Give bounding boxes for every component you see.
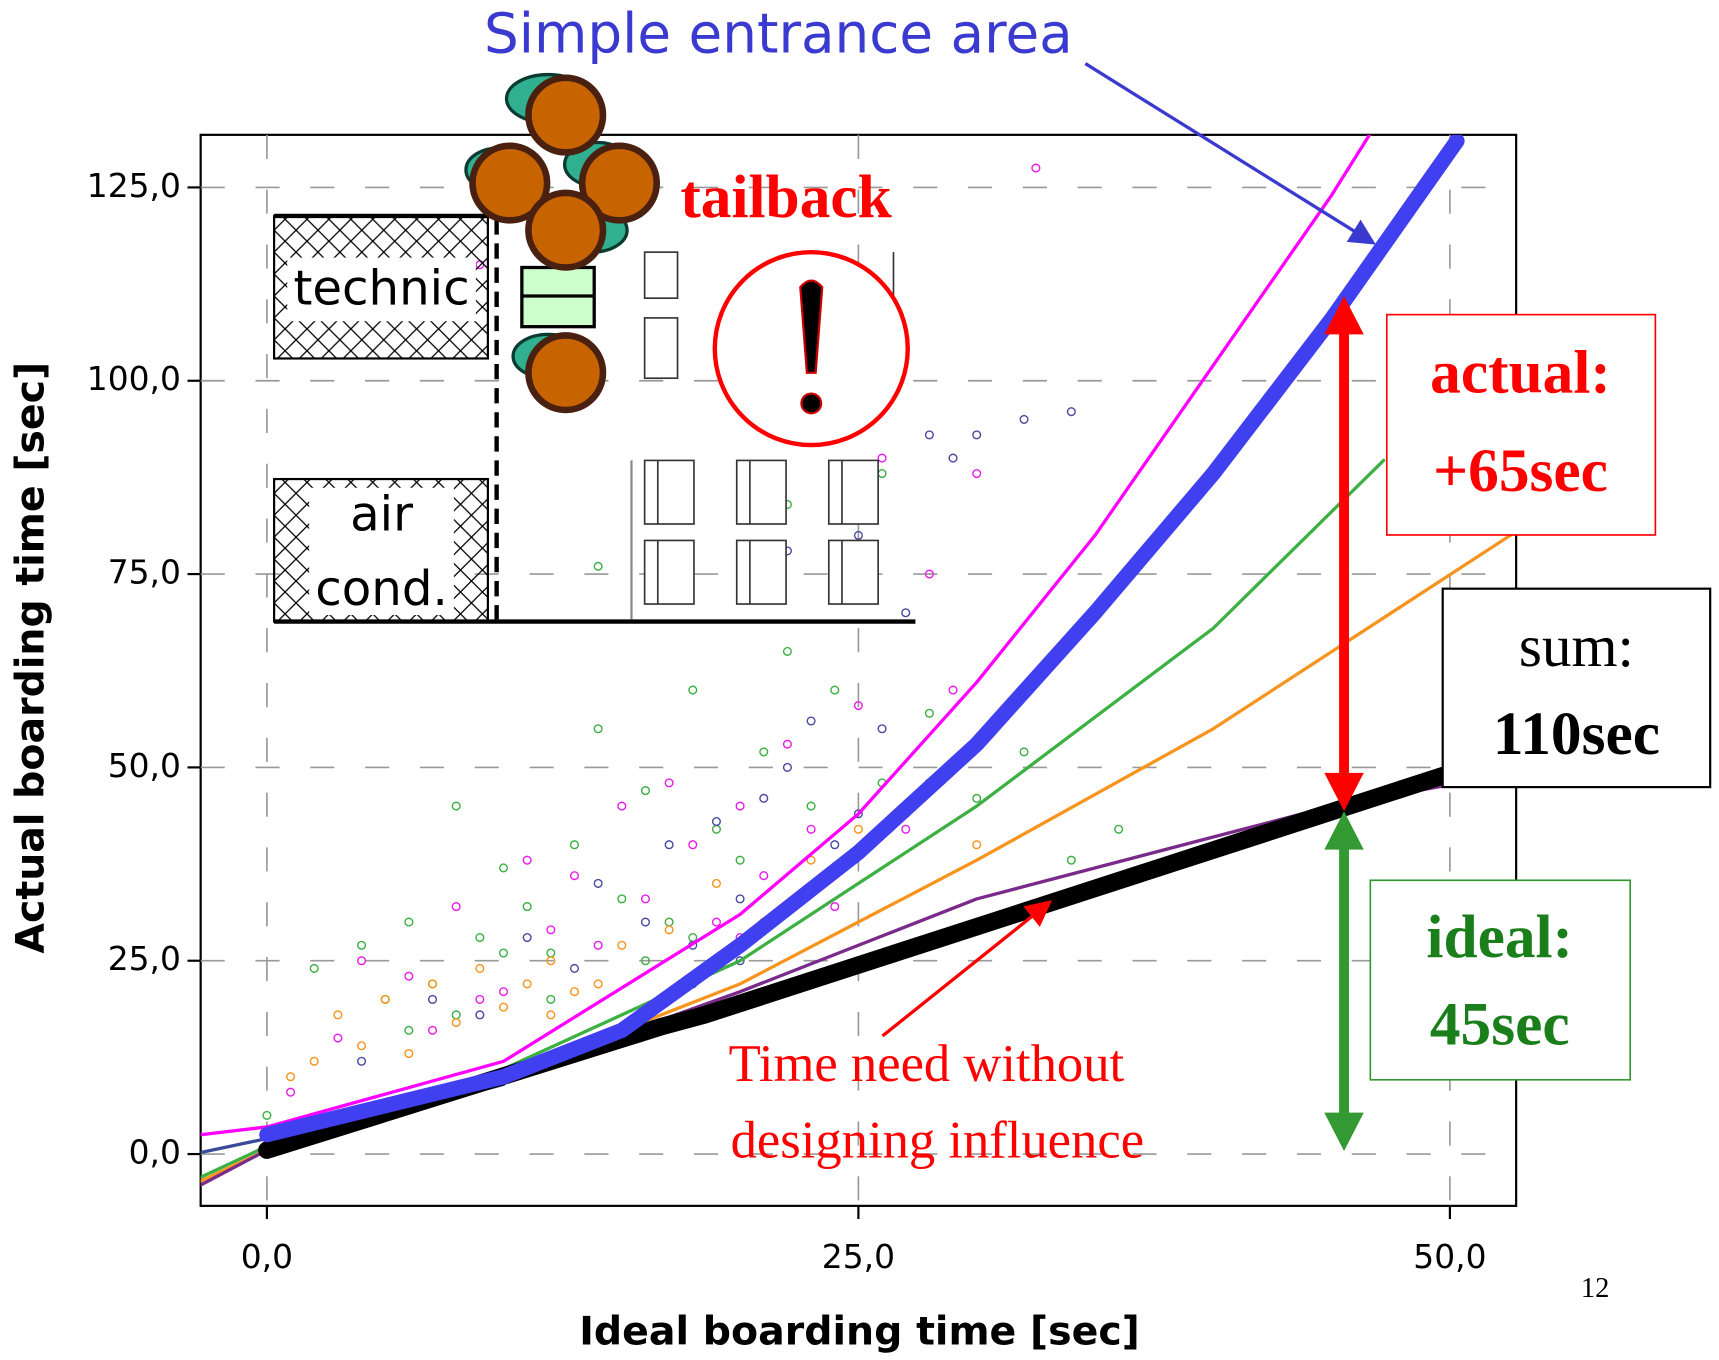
page-number: 12 (1581, 1273, 1610, 1304)
annotation: actual: (1430, 338, 1611, 406)
y-tick-label: 0,0 (129, 1133, 181, 1172)
annotation: Time need without (729, 1035, 1125, 1093)
annotation: sum: (1519, 613, 1634, 679)
annotation: 110sec (1493, 700, 1660, 768)
annotation: air (350, 486, 413, 542)
y-axis-title: Actual boarding time [sec] (7, 362, 53, 954)
annotation: ideal: (1426, 903, 1573, 971)
x-tick-label: 25,0 (822, 1237, 895, 1276)
y-tick-label: 125,0 (87, 166, 181, 205)
x-tick-label: 0,0 (241, 1237, 293, 1276)
y-tick-label: 50,0 (108, 746, 181, 785)
x-axis-title: Ideal boarding time [sec] (579, 1309, 1139, 1355)
y-tick-label: 100,0 (87, 359, 181, 398)
annotation: tailback (680, 163, 892, 231)
page: 0,0 25,0 50,0 0,0 25,0 50,0 75,0 100,0 125,0 (0, 0, 1719, 1360)
exclamation (801, 394, 821, 414)
annotation: 45sec (1430, 991, 1570, 1059)
y-tick-label: 75,0 (108, 553, 181, 592)
annotation: designing influence (731, 1112, 1144, 1170)
annotation: cond. (315, 561, 448, 617)
x-tick-label: 50,0 (1413, 1237, 1486, 1276)
chart: 0,0 25,0 50,0 0,0 25,0 50,0 75,0 100,0 125,0 (0, 0, 1719, 1360)
annotation: +65sec (1433, 437, 1608, 505)
annotation: technic (293, 261, 469, 317)
y-tick-label: 25,0 (108, 939, 181, 978)
annotation: Simple entrance area (484, 1, 1073, 65)
